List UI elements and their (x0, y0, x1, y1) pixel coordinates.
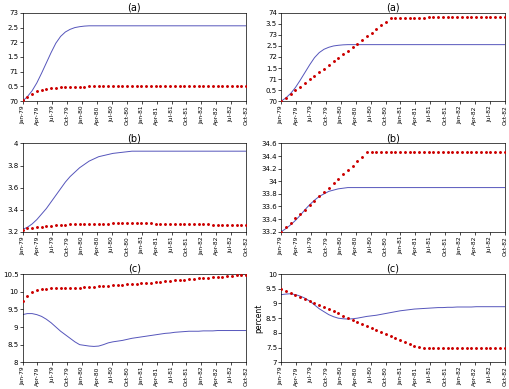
Title: (a): (a) (385, 3, 399, 13)
Title: (b): (b) (385, 133, 399, 144)
Title: (b): (b) (127, 133, 141, 144)
Title: (a): (a) (127, 3, 141, 13)
Y-axis label: percent: percent (253, 303, 263, 333)
Title: (c): (c) (128, 264, 140, 274)
Title: (c): (c) (386, 264, 399, 274)
